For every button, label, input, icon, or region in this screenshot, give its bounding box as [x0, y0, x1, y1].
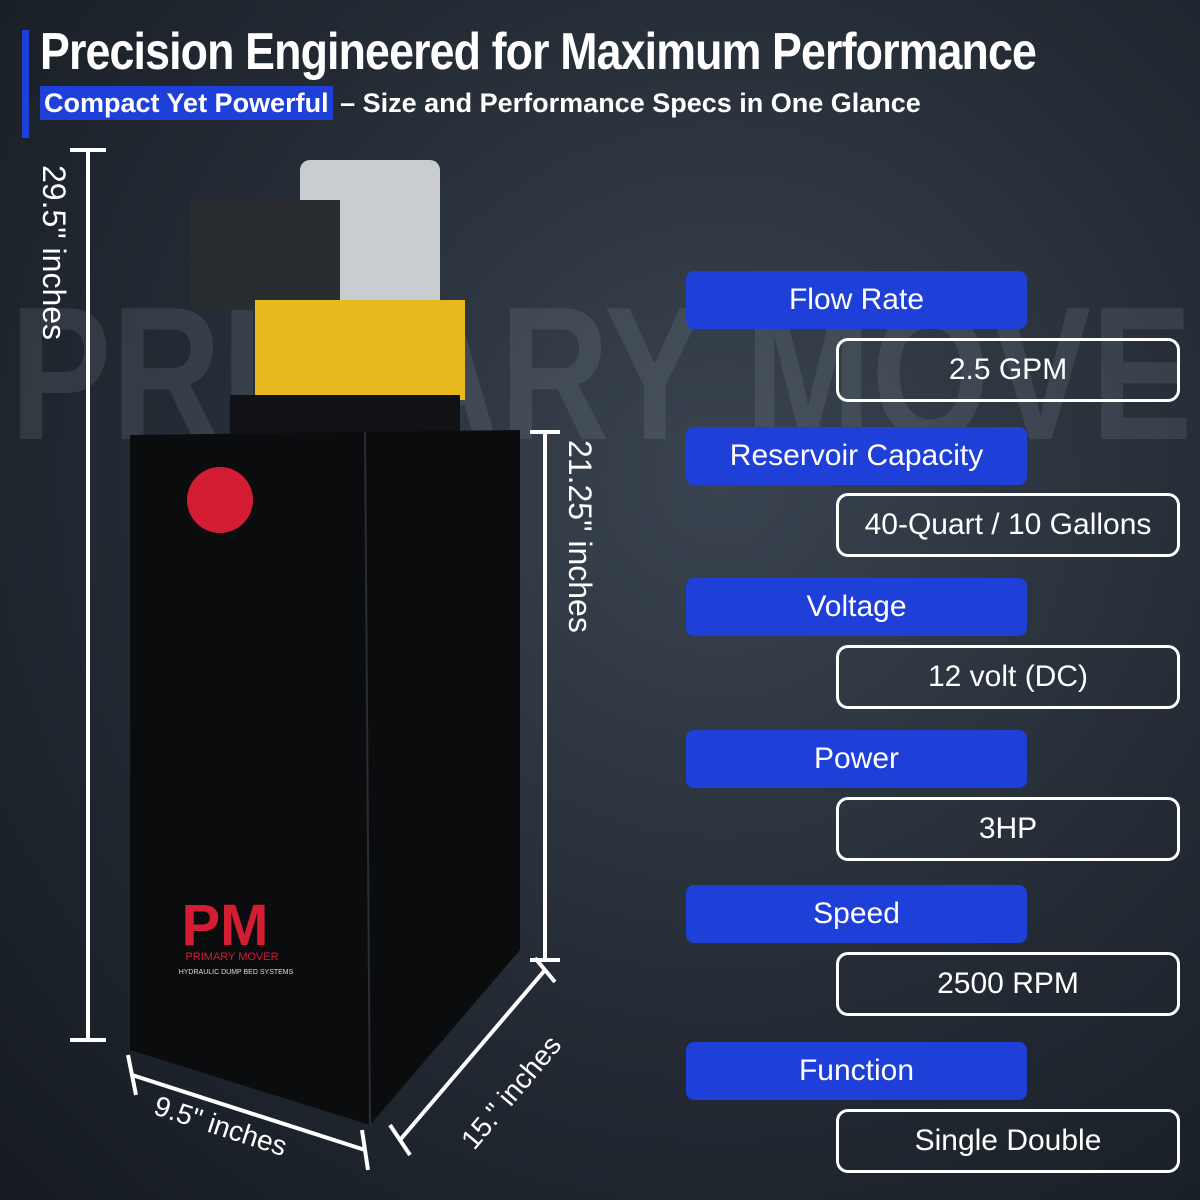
spec-label: Voltage	[686, 578, 1027, 636]
valves	[190, 200, 340, 310]
accent-bar	[22, 30, 29, 138]
tank	[130, 430, 520, 1125]
spec-value: 2.5 GPM	[836, 338, 1180, 402]
spec-label: Power	[686, 730, 1027, 788]
spec-label: Flow Rate	[686, 271, 1027, 329]
spec-label: Function	[686, 1042, 1027, 1100]
spec-value: 40-Quart / 10 Gallons	[836, 493, 1180, 557]
spec-label: Speed	[686, 885, 1027, 943]
spec-value: 3HP	[836, 797, 1180, 861]
logo-name: PRIMARY MOVER	[185, 951, 278, 963]
subtitle-rest: – Size and Performance Specs in One Glan…	[340, 88, 921, 118]
title: Precision Engineered for Maximum Perform…	[40, 23, 1037, 81]
height-total: 29.5" inches	[36, 165, 72, 341]
logo-mark: PM	[182, 893, 269, 958]
base	[230, 395, 460, 435]
spec-value: Single Double	[836, 1109, 1180, 1173]
tank-edge	[364, 431, 371, 1126]
manifold	[255, 300, 465, 400]
subtitle-highlight: Compact Yet Powerful	[40, 86, 333, 120]
spec-value: 2500 RPM	[836, 952, 1180, 1016]
filler-cap	[187, 467, 253, 533]
logo-tagline: HYDRAULIC DUMP BED SYSTEMS	[179, 969, 294, 976]
spec-label: Reservoir Capacity	[686, 427, 1027, 485]
spec-value: 12 volt (DC)	[836, 645, 1180, 709]
height-tank: 21.25" inches	[562, 440, 598, 633]
dimension-lines	[70, 148, 560, 1171]
subtitle: Compact Yet Powerful – Size and Performa…	[40, 86, 921, 120]
